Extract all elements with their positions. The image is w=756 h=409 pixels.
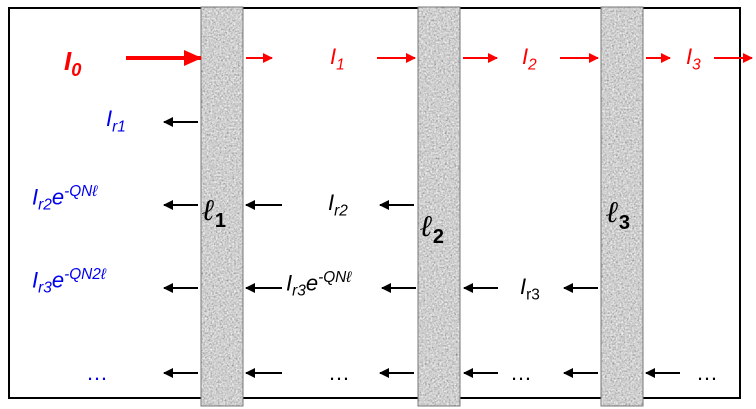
- reflected-sub-r1: r1: [112, 118, 126, 136]
- incident-sub: 0: [71, 60, 82, 81]
- transmitted-symbol-2: I: [522, 44, 529, 69]
- transmitted-symbol-3: I: [686, 44, 693, 69]
- incident-label: I0: [64, 48, 81, 79]
- transmitted-sub-3: 3: [692, 56, 701, 74]
- reflected-mid2-exp: -QN: [318, 269, 347, 286]
- reflected-symbol-r1: I: [106, 106, 113, 131]
- layer-slab-3: [600, 6, 644, 407]
- reflected-mid2-sub: r3: [292, 282, 306, 300]
- reflected-label-r3: Ir3e-QN2ℓ: [32, 267, 106, 296]
- reflected-mid-label: Ir2: [328, 192, 348, 219]
- layer-label-1: ℓ1: [202, 193, 226, 232]
- reflected-mid2-symbol: I: [286, 270, 293, 296]
- layer-slab-1: [200, 6, 244, 407]
- transmitted-label-3: I3: [686, 46, 701, 73]
- transmitted-label-1: I1: [330, 46, 345, 73]
- layer-sub-1: 1: [214, 210, 226, 232]
- reflected-sub-r3: r3: [38, 279, 52, 297]
- layer-sub-2: 2: [432, 226, 444, 248]
- layer-label-2: ℓ2: [420, 209, 444, 248]
- reflected-mid-symbol: I: [328, 190, 335, 215]
- reflected-exp-ell-r2: ℓ: [92, 183, 98, 200]
- ellipsis-right2: …: [696, 360, 718, 385]
- transmitted-sub-2: 2: [528, 56, 537, 74]
- layer-slab-2: [417, 6, 461, 407]
- layer-symbol-2: ℓ: [420, 209, 433, 244]
- reflected-mid2-factor: e: [305, 270, 319, 296]
- reflected-exp-ell-r3: ℓ: [100, 266, 106, 283]
- reflected-label-r1: Ir1: [106, 108, 126, 135]
- layer-label-3: ℓ3: [606, 195, 630, 234]
- reflected-mid2-exp-ell: ℓ: [346, 269, 352, 286]
- ellipsis-right1: …: [510, 360, 532, 385]
- reflected-label-r2: Ir2e-QNℓ: [32, 184, 97, 213]
- reflected-factor-r2: e: [51, 184, 65, 210]
- layer-sub-3: 3: [618, 212, 630, 234]
- layer-symbol-1: ℓ: [202, 193, 215, 228]
- reflected-mid-sub: r2: [334, 202, 348, 220]
- transmitted-label-2: I2: [522, 46, 537, 73]
- reflected-factor-r3: e: [51, 267, 65, 293]
- reflected-right-label: Ir3: [520, 276, 540, 303]
- layer-symbol-3: ℓ: [606, 195, 619, 230]
- reflected-sub-r2: r2: [38, 196, 52, 214]
- reflected-exp-r2: -QN: [64, 183, 93, 200]
- incident-symbol: I: [64, 46, 72, 76]
- reflected-symbol-r2: I: [32, 184, 39, 210]
- ellipsis-mid: …: [328, 360, 350, 385]
- reflected-right-symbol: I: [520, 274, 527, 299]
- ellipsis-left: …: [86, 360, 108, 385]
- reflected-mid2-label: Ir3e-QNℓ: [286, 270, 351, 299]
- transmitted-symbol-1: I: [330, 44, 337, 69]
- transmitted-sub-1: 1: [336, 56, 345, 74]
- reflected-exp-r3: -QN2: [64, 266, 101, 283]
- reflected-symbol-r3: I: [32, 267, 39, 293]
- reflected-right-sub: r3: [526, 286, 540, 304]
